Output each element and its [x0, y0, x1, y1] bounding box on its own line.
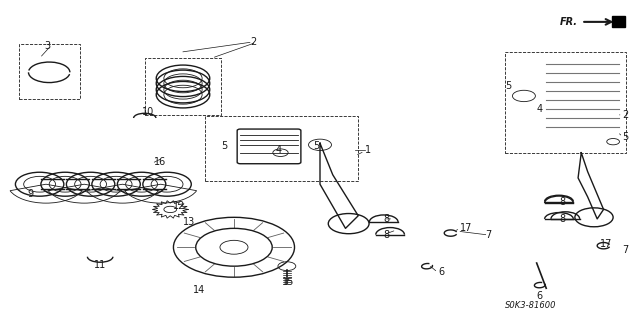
Text: 12: 12 [173, 201, 186, 211]
Text: 6: 6 [537, 291, 543, 301]
Text: 11: 11 [94, 259, 106, 270]
Text: 7: 7 [486, 230, 492, 240]
Text: 16: 16 [154, 157, 166, 167]
Text: 17: 17 [460, 223, 472, 233]
Text: S0K3-81600: S0K3-81600 [505, 301, 556, 310]
Text: 2: 2 [623, 110, 629, 120]
Bar [205, 116, 358, 181]
Text: 8: 8 [384, 214, 390, 224]
Text: 4: 4 [537, 104, 543, 114]
Bar [505, 52, 626, 153]
Bar [145, 58, 221, 115]
Text: 3: 3 [45, 40, 51, 51]
Text: 1: 1 [365, 145, 371, 155]
Text: 6: 6 [438, 267, 444, 278]
Text: 8: 8 [559, 197, 565, 207]
Text: 10: 10 [141, 107, 154, 117]
Text: 8: 8 [559, 214, 565, 224]
Text: 13: 13 [183, 217, 195, 227]
Text: 7: 7 [623, 245, 629, 255]
Text: 5: 5 [314, 142, 320, 151]
Text: 5: 5 [505, 81, 511, 92]
Text: 14: 14 [193, 285, 205, 295]
Text: FR.: FR. [560, 17, 578, 27]
Text: 5: 5 [221, 142, 227, 151]
Polygon shape [612, 16, 625, 27]
Text: 4: 4 [275, 145, 282, 155]
Text: 17: 17 [600, 239, 612, 249]
Text: 9: 9 [27, 189, 33, 199]
Text: 15: 15 [282, 277, 294, 287]
Text: 2: 2 [250, 38, 256, 47]
Text: 8: 8 [384, 230, 390, 240]
Bar [19, 44, 80, 99]
Text: 5: 5 [623, 132, 629, 142]
